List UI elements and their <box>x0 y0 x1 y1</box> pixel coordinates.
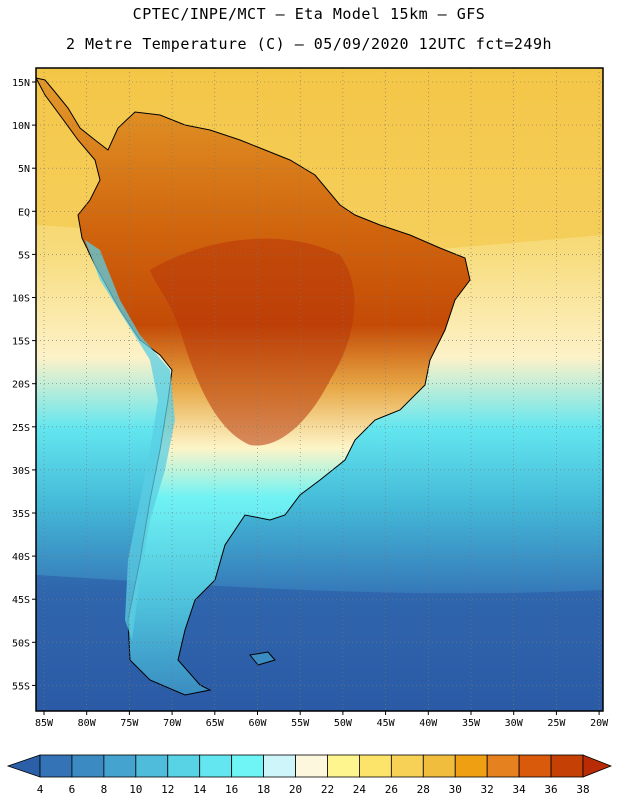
lon-label: 85W <box>35 718 54 729</box>
colorbar-swatch <box>518 754 552 778</box>
colorbar-swatch <box>359 754 392 778</box>
lon-label: 35W <box>462 718 481 729</box>
colorbar-swatch <box>135 754 169 778</box>
lon-label: 20W <box>590 718 609 729</box>
colorbar-label: 12 <box>161 783 174 796</box>
lat-label: 55S <box>12 681 30 692</box>
lon-label: 80W <box>78 718 97 729</box>
colorbar-label: 10 <box>129 783 142 796</box>
colorbar-swatch <box>199 754 233 778</box>
lat-label: 25S <box>12 423 30 434</box>
colorbar-label: 22 <box>321 783 334 796</box>
colorbar-label: 8 <box>101 783 108 796</box>
lat-label: 5N <box>18 164 30 175</box>
lat-label: 40S <box>12 552 30 563</box>
colorbar-label: 16 <box>225 783 238 796</box>
lon-label: 25W <box>547 718 566 729</box>
colorbar-label: 26 <box>385 783 398 796</box>
lon-label: 65W <box>206 718 225 729</box>
colorbar-label: 24 <box>353 783 367 796</box>
latitude-labels: 15N 10N 5N EQ 5S 10S 15S 20S 25S 30S 35S 40S 45S 50S 5… <box>12 78 36 692</box>
colorbar-swatch <box>486 754 520 778</box>
colorbar-swatch <box>263 754 296 778</box>
colorbar-label: 28 <box>417 783 430 796</box>
colorbar-swatch <box>295 754 328 778</box>
colorbar-label: 20 <box>289 783 302 796</box>
lat-label: 45S <box>12 595 30 606</box>
colorbar-swatch <box>39 754 73 778</box>
lon-label: 75W <box>120 718 139 729</box>
colorbar-label: 18 <box>257 783 270 796</box>
temperature-colorbar: 4 6 8 10 12 14 16 18 20 22 24 26 28 30 32 34 36 38 <box>6 754 613 796</box>
chart-title-line2: 2 Metre Temperature (C) — 05/09/2020 12U… <box>65 35 553 53</box>
andes-cool-strip <box>85 240 175 640</box>
lat-label: 15S <box>12 337 30 348</box>
falklands-island <box>249 651 276 666</box>
colorbar-arrow-high <box>582 754 613 778</box>
colorbar-label: 30 <box>449 783 462 796</box>
lat-label: 50S <box>12 638 30 649</box>
map-frame <box>35 67 604 712</box>
lat-label: 5S <box>18 250 30 261</box>
colorbar-swatch <box>71 754 105 778</box>
colorbar-swatch <box>231 754 264 778</box>
lat-label: 10S <box>12 294 30 305</box>
colorbar-label: 4 <box>37 783 44 796</box>
lon-label: 60W <box>248 718 267 729</box>
colorbar-swatch <box>422 754 456 778</box>
lat-label: 30S <box>12 466 30 477</box>
colorbar-swatch <box>454 754 488 778</box>
ocean-cool-band <box>36 575 603 711</box>
colorbar-label: 34 <box>512 783 526 796</box>
lon-label: 70W <box>163 718 182 729</box>
hot-core-region <box>150 238 355 446</box>
colorbar-label: 14 <box>193 783 207 796</box>
lon-label: 45W <box>377 718 396 729</box>
colorbar-arrow-low <box>6 754 41 778</box>
lon-label: 50W <box>334 718 353 729</box>
colorbar-label: 36 <box>544 783 557 796</box>
colorbar-swatch <box>390 754 424 778</box>
lat-label: 35S <box>12 509 30 520</box>
lat-label: 10N <box>12 121 30 132</box>
lat-lon-grid <box>36 68 603 711</box>
lat-label: 20S <box>12 380 30 391</box>
longitude-labels: 85W 80W 75W 70W 65W 60W 55W 50W 45W 40W 35W 30W 25W 2… <box>35 711 609 729</box>
lon-label: 30W <box>505 718 524 729</box>
lat-label: 15N <box>12 78 30 89</box>
colorbar-swatch <box>103 754 137 778</box>
colorbar-swatch <box>550 754 584 778</box>
lat-label: EQ <box>18 207 30 218</box>
lon-label: 40W <box>419 718 438 729</box>
colorbar-swatch <box>167 754 201 778</box>
colorbar-swatch <box>327 754 360 778</box>
colorbar-label: 32 <box>481 783 494 796</box>
lon-label: 55W <box>291 718 310 729</box>
colorbar-label: 6 <box>69 783 76 796</box>
colorbar-label: 38 <box>576 783 589 796</box>
chart-title-line1: CPTEC/INPE/MCT — Eta Model 15km — GFS <box>132 5 486 23</box>
